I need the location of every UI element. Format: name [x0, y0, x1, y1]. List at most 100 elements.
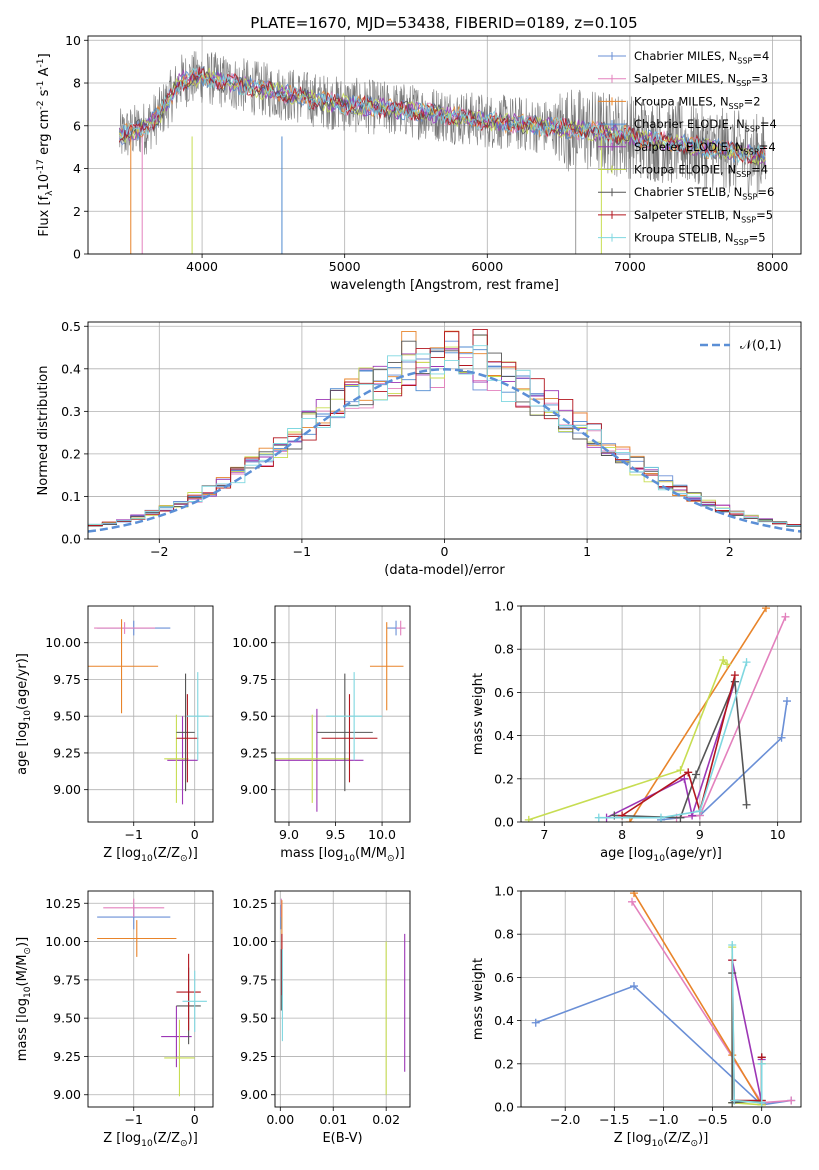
series-marker — [762, 606, 770, 613]
y-tick-label: 0.8 — [494, 642, 514, 657]
y-tick-label: 4 — [73, 161, 81, 176]
y-tick-label: 9.50 — [53, 709, 81, 724]
series-marker — [695, 807, 704, 816]
y-axis-label: age [log10(age/yr)] — [15, 653, 33, 775]
histogram-salpeter-stelib — [88, 328, 801, 526]
axes-frame — [520, 890, 802, 1108]
y-tick-label: 9.00 — [240, 1087, 268, 1102]
series-salpeter-miles — [628, 897, 796, 1107]
series-kroupa-elodie — [524, 656, 732, 822]
errorbar-chabrier-stelib — [176, 673, 195, 792]
series-line — [731, 944, 763, 1104]
plot-area — [524, 606, 791, 822]
series-marker — [742, 800, 751, 809]
errorbar-salpeter-miles — [396, 620, 406, 636]
y-axis-label: mass weight — [471, 958, 486, 1040]
series-marker — [730, 671, 739, 680]
y-tick-label: 9.00 — [53, 782, 81, 797]
legend-label-salpeter-elodie: Salpeter ELODIE, NSSP=4 — [634, 140, 776, 156]
y-tick-label: 0.4 — [494, 1013, 514, 1028]
grid — [275, 606, 410, 822]
series-kroupa-stelib — [728, 941, 766, 1107]
legend-label-normal: 𝒩(0,1) — [740, 337, 782, 352]
series-marker — [628, 897, 637, 906]
y-tick-label: 9.50 — [53, 1011, 81, 1026]
y-tick-label: 0.0 — [61, 532, 81, 547]
x-tick-label: 0.01 — [319, 1112, 347, 1127]
x-tick-label: −1 — [293, 544, 311, 559]
series-line — [633, 892, 763, 1106]
series-line — [598, 661, 748, 819]
errorbar-salpeter-stelib — [321, 694, 378, 783]
x-tick-label: 9 — [696, 827, 704, 842]
y-tick-label: 10.25 — [45, 896, 81, 911]
x-tick-label: 0 — [441, 544, 449, 559]
legend-label-kroupa-stelib: Kroupa STELIB, NSSP=5 — [634, 231, 766, 247]
y-tick-label: 10 — [65, 33, 81, 48]
axes-age_vs_Z: −1 0 9.00 9.25 9.50 9.75 10.00 Z [log10(Z/Z⊙)] a… — [15, 605, 214, 864]
plot-area — [280, 898, 406, 1095]
axes-residuals: −2 −1 0 1 2 0.0 0.1 0.2 0.3 0.4 0.5 (data-model)/er… — [36, 319, 802, 578]
x-tick-label: 0.02 — [372, 1112, 400, 1127]
series-marker — [757, 1098, 766, 1107]
plot-area — [118, 51, 766, 254]
axes-spectrum: 4000 5000 6000 7000 8000 0 2 4 6 8 10 wavelength [A… — [36, 33, 802, 293]
y-tick-label: 0.0 — [494, 1100, 514, 1115]
axes-mass_vs_Z: −1 0 9.00 9.25 9.50 9.75 10.00 10.25 Z [log10(Z/… — [15, 890, 214, 1149]
x-tick-label: 8000 — [757, 259, 789, 274]
errorbar-kroupa-elodie — [164, 1019, 195, 1097]
x-tick-label: −0.5 — [697, 1112, 727, 1127]
series-marker — [629, 982, 638, 991]
series-marker — [531, 1018, 540, 1027]
series-marker — [728, 941, 737, 949]
series-marker — [524, 815, 533, 822]
x-tick-label: 8 — [618, 827, 626, 842]
x-tick-label: 2 — [726, 544, 734, 559]
series-marker — [742, 658, 751, 667]
x-tick-label: 0 — [191, 1112, 199, 1127]
x-tick-label: 10 — [770, 827, 786, 842]
series-line — [614, 681, 748, 819]
errorbar-salpeter-stelib — [176, 953, 201, 1031]
x-tick-label: 0.0 — [752, 1112, 772, 1127]
x-axis-label: Z [log10(Z/Z⊙)] — [103, 1131, 198, 1149]
axes-frame — [87, 35, 802, 255]
x-axis-label: age [log10(age/yr)] — [600, 846, 722, 864]
x-tick-label: 9.0 — [279, 827, 299, 842]
y-tick-label: 9.25 — [240, 1049, 268, 1064]
x-tick-label: 6000 — [471, 259, 503, 274]
x-tick-label: −1.5 — [599, 1112, 629, 1127]
x-tick-label: 4000 — [186, 259, 218, 274]
y-axis-label: mass [log10(M/M⊙)] — [15, 937, 33, 1061]
axes-frame — [274, 890, 411, 1108]
legend-label-chabrier-miles: Chabrier MILES, NSSP=4 — [634, 49, 769, 65]
y-tick-label: 0.6 — [494, 685, 514, 700]
series-marker — [684, 768, 693, 777]
y-tick-label: 0.6 — [494, 970, 514, 985]
axes-frame — [274, 605, 411, 823]
errorbar-kroupa-miles — [97, 920, 177, 957]
axes-frame — [87, 890, 214, 1108]
plot-area — [97, 898, 207, 1097]
series-kroupa-stelib — [594, 658, 751, 822]
y-tick-label: 0.2 — [494, 1056, 514, 1071]
series-marker — [757, 1059, 766, 1068]
y-tick-label: 9.50 — [240, 1011, 268, 1026]
y-tick-label: 10.00 — [232, 934, 268, 949]
plot-area — [88, 619, 209, 805]
legend-label-kroupa-elodie: Kroupa ELODIE, NSSP=4 — [634, 163, 768, 179]
y-tick-label: 1.0 — [494, 599, 514, 614]
x-axis-label: Z [log10(Z/Z⊙)] — [103, 846, 198, 864]
series-marker — [676, 766, 685, 775]
errorbar-salpeter-elodie — [275, 708, 364, 812]
series-marker — [629, 891, 638, 898]
errorbar-kroupa-elodie — [164, 714, 189, 803]
y-tick-label: 6 — [73, 118, 81, 133]
y-tick-label: 9.25 — [53, 745, 81, 760]
errorbar-salpeter-miles — [94, 622, 156, 634]
grid — [275, 891, 410, 1107]
y-tick-label: 10.25 — [232, 896, 268, 911]
series-line — [621, 674, 736, 817]
y-tick-label: 10.00 — [45, 934, 81, 949]
x-tick-label: −2.0 — [550, 1112, 580, 1127]
